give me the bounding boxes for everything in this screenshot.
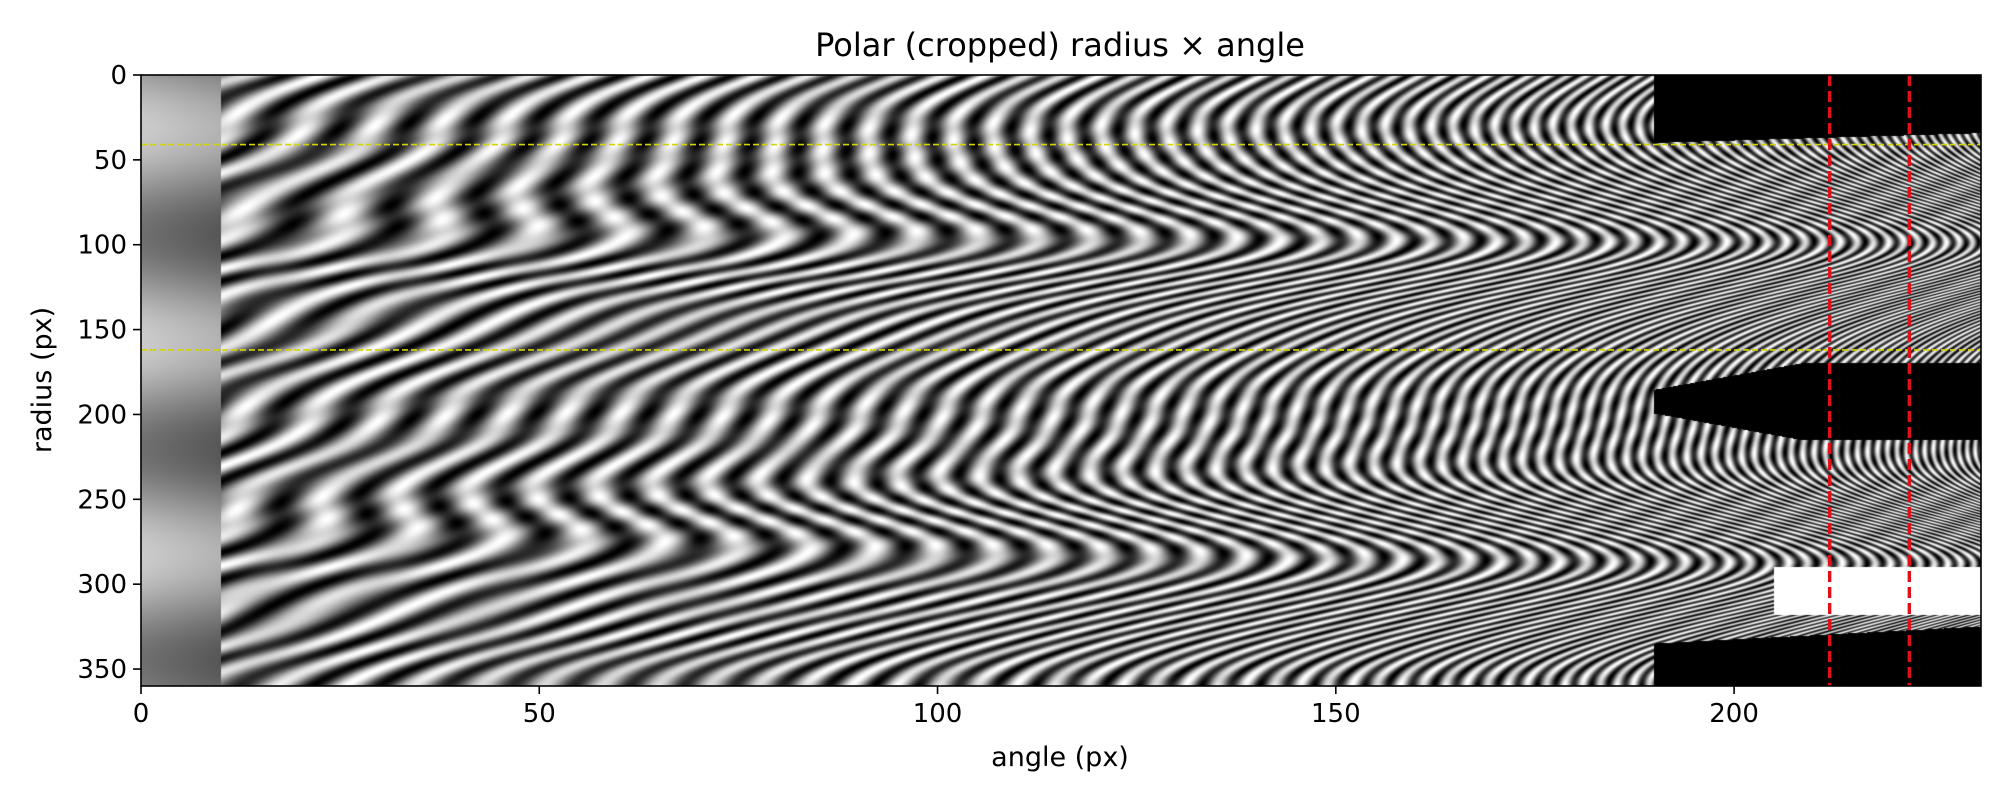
y-tick-label: 100 (77, 231, 127, 261)
y-axis-label: radius (px) (27, 307, 58, 453)
x-tick-label: 100 (913, 699, 963, 729)
x-axis-label: angle (px) (991, 742, 1129, 773)
x-tick-label: 50 (523, 699, 556, 729)
y-axis-ticks: 0 50 100 150 200 250 300 350 (77, 61, 141, 685)
y-tick-label: 0 (110, 61, 127, 91)
plot-area (140, 74, 1982, 687)
y-tick-label: 300 (77, 570, 127, 600)
x-tick-label: 200 (1709, 699, 1759, 729)
y-tick-label: 350 (77, 655, 127, 685)
reference-lines (141, 75, 1981, 686)
y-tick-label: 50 (94, 146, 127, 176)
x-tick-label: 0 (133, 699, 150, 729)
y-tick-label: 200 (77, 400, 127, 430)
x-axis-ticks: 0 50 100 150 200 (133, 686, 1759, 729)
plot-frame (140, 74, 1982, 687)
heatmap-image (141, 75, 1981, 686)
chart-title: Polar (cropped) radius × angle (815, 26, 1305, 64)
y-tick-label: 250 (77, 485, 127, 515)
y-tick-label: 150 (77, 316, 127, 346)
x-tick-label: 150 (1311, 699, 1361, 729)
